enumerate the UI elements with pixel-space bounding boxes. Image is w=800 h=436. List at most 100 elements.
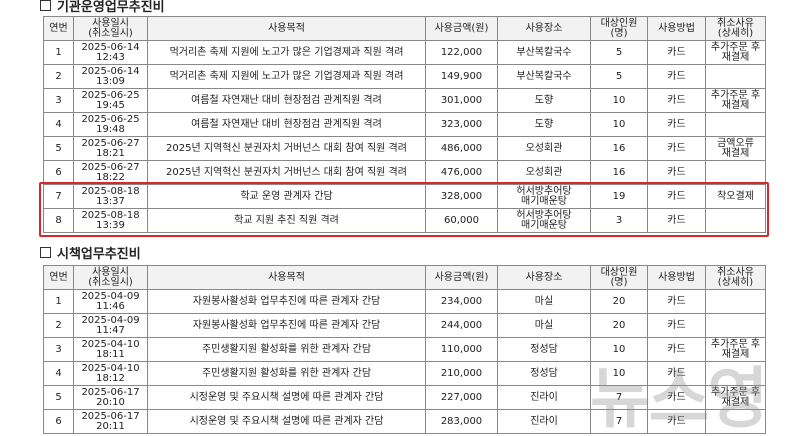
cell: 4 [43, 112, 74, 137]
row: 3 2025-06-25 19:45 여름철 자연재난 대비 현장점검 관계직원 격… [43, 88, 766, 113]
cell: 2025-06-25 19:48 [73, 112, 148, 137]
cell: 2025-06-27 18:22 [73, 160, 148, 185]
header-cell: 사용목적 [147, 16, 426, 41]
header-row: 연번 사용일시 (취소일시) 사용목적 사용금액(원) 사용장소 대상인원(명) 사용방법 취… [43, 16, 766, 41]
cell: 2025-06-27 18:21 [73, 136, 148, 161]
cell [705, 112, 766, 137]
row: 2 2025-04-09 11:47 자원봉사활성화 업무추진에 따른 관계자 간담… [43, 313, 766, 338]
header-cell: 사용금액(원) [425, 265, 498, 290]
cell: 정성담 [497, 361, 591, 386]
cell [705, 313, 766, 338]
cell: 추가주문 후 재결제 [705, 40, 766, 65]
cell [705, 289, 766, 314]
title-text: 기관운영업무추진비 [57, 0, 165, 15]
cell: 도향 [497, 88, 591, 113]
row: 2 2025-06-14 13:09 먹거리촌 축제 지원에 노고가 많은 기업경제… [43, 64, 766, 89]
cell: 먹거리촌 축제 지원에 노고가 많은 기업경제과 직원 격려 [147, 40, 426, 65]
cell: 금액오류 재결제 [705, 136, 766, 161]
cell: 카드 [647, 40, 706, 65]
cell: 여름철 자연재난 대비 현장점검 관계직원 격려 [147, 112, 426, 137]
cell [705, 64, 766, 89]
cell: 6 [43, 409, 74, 434]
cell: 마실 [497, 289, 591, 314]
cell: 카드 [647, 112, 706, 137]
cell: 자원봉사활성화 업무추진에 따른 관계자 간담 [147, 289, 426, 314]
row: 6 2025-06-27 18:22 2025년 지역혁신 분권자치 거버넌스 대회… [43, 160, 766, 185]
section-title: 시책업무추진비 [40, 247, 141, 263]
cell: 부산복칼국수 [497, 64, 591, 89]
cell: 자원봉사활성화 업무추진에 따른 관계자 간담 [147, 313, 426, 338]
cell: 착오결제 [705, 184, 766, 209]
section-title: 기관운영업무추진비 [40, 0, 165, 16]
cell: 5 [590, 64, 648, 89]
cell: 카드 [647, 337, 706, 362]
table: 연번 사용일시 (취소일시) 사용목적 사용금액(원) 사용장소 대상인원(명) 사용방법 취… [43, 265, 766, 434]
cell: 오성회관 [497, 160, 591, 185]
cell: 301,000 [425, 88, 498, 113]
cell: 카드 [647, 64, 706, 89]
header-cell: 사용방법 [647, 16, 706, 41]
cell: 1 [43, 40, 74, 65]
cell: 2025-06-14 12:43 [73, 40, 148, 65]
cell: 카드 [647, 136, 706, 161]
cell: 먹거리촌 축제 지원에 노고가 많은 기업경제과 직원 격려 [147, 64, 426, 89]
cell: 149,900 [425, 64, 498, 89]
header-cell: 사용일시 (취소일시) [73, 265, 148, 290]
cell: 2025-04-09 11:47 [73, 313, 148, 338]
cell: 110,000 [425, 337, 498, 362]
cell: 6 [43, 160, 74, 185]
row: 8 2025-08-18 13:39 학교 지원 추진 직원 격려 60,000 허서방… [43, 208, 766, 233]
cell: 2025년 지역혁신 분권자치 거버넌스 대회 참여 직원 격려 [147, 136, 426, 161]
cell: 오성회관 [497, 136, 591, 161]
cell: 16 [590, 136, 648, 161]
header-cell: 대상인원(명) [590, 265, 648, 290]
cell: 323,000 [425, 112, 498, 137]
cell [705, 208, 766, 233]
row: 1 2025-04-09 11:46 자원봉사활성화 업무추진에 따른 관계자 간담… [43, 289, 766, 314]
cell: 카드 [647, 208, 706, 233]
cell: 정성담 [497, 337, 591, 362]
cell: 5 [590, 40, 648, 65]
cell: 7 [590, 409, 648, 434]
cell: 허서방추어탕 매기매운탕 [497, 208, 591, 233]
cell: 234,000 [425, 289, 498, 314]
cell: 283,000 [425, 409, 498, 434]
cell: 주민생활지원 활성화를 위한 관계자 간담 [147, 361, 426, 386]
cell: 진라이 [497, 385, 591, 410]
cell: 20 [590, 313, 648, 338]
cell: 마실 [497, 313, 591, 338]
cell: 추가주문 후 재결제 [705, 88, 766, 113]
cell: 210,000 [425, 361, 498, 386]
row: 3 2025-04-10 18:11 주민생활지원 활성화를 위한 관계자 간담 11… [43, 337, 766, 362]
header-cell: 사용장소 [497, 16, 591, 41]
header-row: 연번 사용일시 (취소일시) 사용목적 사용금액(원) 사용장소 대상인원(명) 사용방법 취… [43, 265, 766, 290]
cell: 여름철 자연재난 대비 현장점검 관계직원 격려 [147, 88, 426, 113]
cell: 진라이 [497, 409, 591, 434]
cell: 2025-04-09 11:46 [73, 289, 148, 314]
cell: 5 [43, 136, 74, 161]
cell: 2025-06-17 20:10 [73, 385, 148, 410]
row: 1 2025-06-14 12:43 먹거리촌 축제 지원에 노고가 많은 기업경제… [43, 40, 766, 65]
header-cell: 사용목적 [147, 265, 426, 290]
cell: 추가주문 후 재결제 [705, 337, 766, 362]
cell: 부산복칼국수 [497, 40, 591, 65]
row: 5 2025-06-27 18:21 2025년 지역혁신 분권자치 거버넌스 대회… [43, 136, 766, 161]
header-cell: 취소사유 (상세히) [705, 265, 766, 290]
cell: 4 [43, 361, 74, 386]
header-cell: 대상인원(명) [590, 16, 648, 41]
title-text: 시책업무추진비 [57, 247, 141, 262]
header-cell: 취소사유 (상세히) [705, 16, 766, 41]
header-cell: 연번 [43, 16, 74, 41]
cell: 3 [43, 337, 74, 362]
cell: 122,000 [425, 40, 498, 65]
cell: 60,000 [425, 208, 498, 233]
cell: 8 [43, 208, 74, 233]
cell: 10 [590, 88, 648, 113]
cell: 도향 [497, 112, 591, 137]
header-cell: 사용방법 [647, 265, 706, 290]
cell: 카드 [647, 88, 706, 113]
cell: 2025-06-25 19:45 [73, 88, 148, 113]
row: 6 2025-06-17 20:11 시정운영 및 주요시책 설명에 따른 관계자 … [43, 409, 766, 434]
